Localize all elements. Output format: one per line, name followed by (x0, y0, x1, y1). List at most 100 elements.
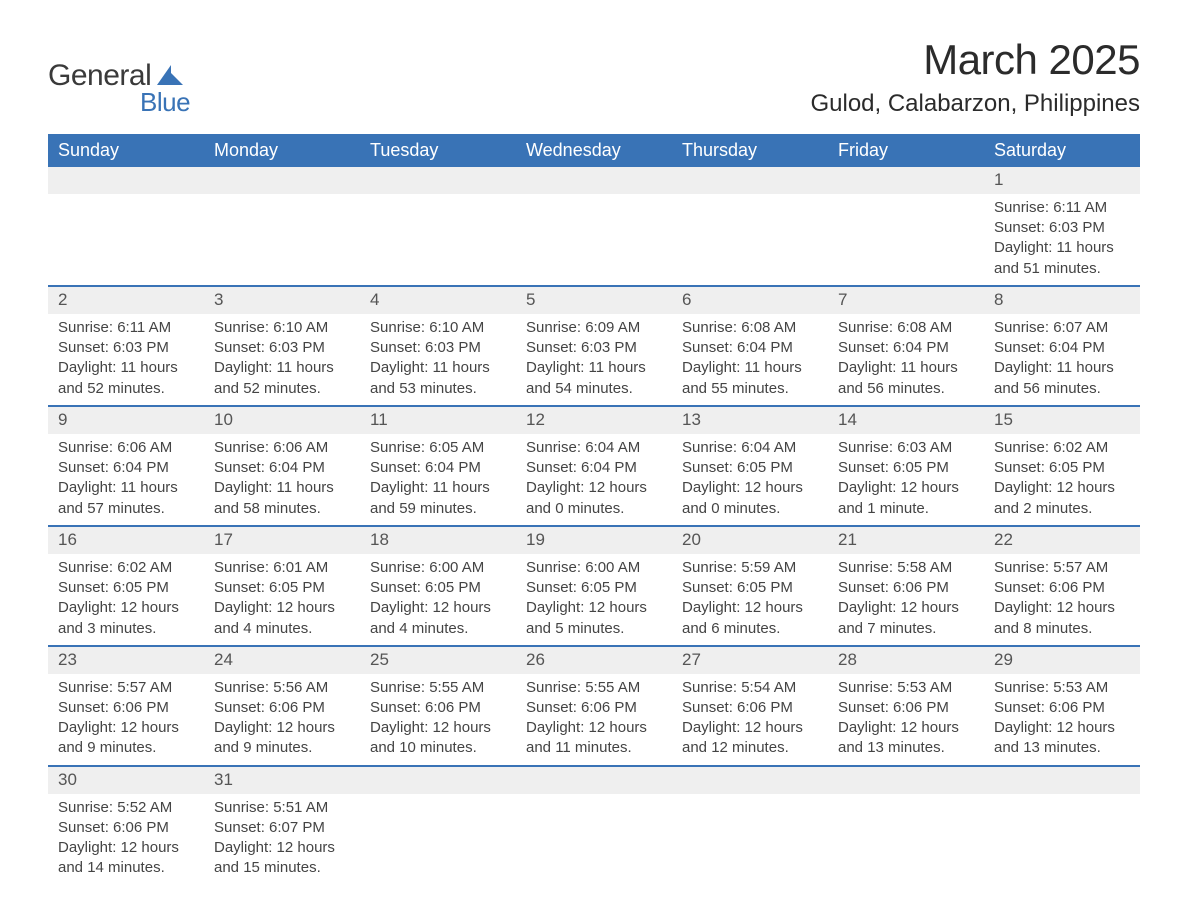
day-d2: and 59 minutes. (370, 499, 506, 519)
day-content-cell: Sunrise: 6:05 AMSunset: 6:04 PMDaylight:… (360, 434, 516, 526)
day-d1: Daylight: 12 hours (838, 598, 974, 618)
day-d2: and 51 minutes. (994, 259, 1130, 279)
day-ss: Sunset: 6:03 PM (58, 338, 194, 358)
logo-mark-icon (157, 65, 183, 85)
day-ss: Sunset: 6:06 PM (214, 698, 350, 718)
day-ss: Sunset: 6:06 PM (994, 578, 1130, 598)
day-sr: Sunrise: 5:57 AM (58, 678, 194, 698)
day-d1: Daylight: 12 hours (526, 478, 662, 498)
day-number-cell (984, 766, 1140, 794)
day-number-cell: 2 (48, 286, 204, 314)
day-content-cell: Sunrise: 5:52 AMSunset: 6:06 PMDaylight:… (48, 794, 204, 885)
day-content-cell: Sunrise: 6:00 AMSunset: 6:05 PMDaylight:… (360, 554, 516, 646)
day-number-cell: 23 (48, 646, 204, 674)
day-sr: Sunrise: 6:04 AM (526, 438, 662, 458)
day-content-cell: Sunrise: 6:04 AMSunset: 6:05 PMDaylight:… (672, 434, 828, 526)
day-d1: Daylight: 11 hours (370, 478, 506, 498)
day-ss: Sunset: 6:05 PM (838, 458, 974, 478)
day-ss: Sunset: 6:05 PM (994, 458, 1130, 478)
day-ss: Sunset: 6:05 PM (370, 578, 506, 598)
day-number-cell: 16 (48, 526, 204, 554)
day-header: Monday (204, 134, 360, 167)
day-number-cell: 11 (360, 406, 516, 434)
day-content-cell: Sunrise: 5:55 AMSunset: 6:06 PMDaylight:… (516, 674, 672, 766)
day-number-cell: 15 (984, 406, 1140, 434)
day-ss: Sunset: 6:05 PM (58, 578, 194, 598)
day-number-cell: 31 (204, 766, 360, 794)
day-d2: and 58 minutes. (214, 499, 350, 519)
day-d2: and 4 minutes. (370, 619, 506, 639)
day-content-cell (360, 194, 516, 286)
day-d1: Daylight: 11 hours (58, 478, 194, 498)
day-d2: and 6 minutes. (682, 619, 818, 639)
day-content-cell: Sunrise: 5:55 AMSunset: 6:06 PMDaylight:… (360, 674, 516, 766)
day-content-cell: Sunrise: 5:53 AMSunset: 6:06 PMDaylight:… (984, 674, 1140, 766)
day-d2: and 53 minutes. (370, 379, 506, 399)
day-ss: Sunset: 6:04 PM (214, 458, 350, 478)
day-ss: Sunset: 6:05 PM (682, 458, 818, 478)
day-number-cell (360, 766, 516, 794)
day-number-cell (828, 167, 984, 194)
day-sr: Sunrise: 6:05 AM (370, 438, 506, 458)
day-ss: Sunset: 6:06 PM (58, 818, 194, 838)
day-d2: and 2 minutes. (994, 499, 1130, 519)
day-sr: Sunrise: 6:00 AM (526, 558, 662, 578)
day-d2: and 12 minutes. (682, 738, 818, 758)
day-number-cell: 20 (672, 526, 828, 554)
logo-word-blue: Blue (140, 87, 190, 118)
day-content-cell: Sunrise: 6:07 AMSunset: 6:04 PMDaylight:… (984, 314, 1140, 406)
day-d2: and 13 minutes. (838, 738, 974, 758)
daynum-row: 2345678 (48, 286, 1140, 314)
content-row: Sunrise: 6:11 AMSunset: 6:03 PMDaylight:… (48, 194, 1140, 286)
day-content-cell: Sunrise: 6:08 AMSunset: 6:04 PMDaylight:… (828, 314, 984, 406)
day-content-cell (516, 194, 672, 286)
day-number-cell (828, 766, 984, 794)
daynum-row: 9101112131415 (48, 406, 1140, 434)
day-number-cell: 27 (672, 646, 828, 674)
page-header: General Blue March 2025 Gulod, Calabarzo… (48, 36, 1140, 118)
day-header: Tuesday (360, 134, 516, 167)
day-number-cell: 18 (360, 526, 516, 554)
day-number-cell: 25 (360, 646, 516, 674)
day-content-cell: Sunrise: 5:56 AMSunset: 6:06 PMDaylight:… (204, 674, 360, 766)
day-ss: Sunset: 6:06 PM (370, 698, 506, 718)
day-sr: Sunrise: 5:56 AM (214, 678, 350, 698)
day-number-cell: 4 (360, 286, 516, 314)
daynum-row: 23242526272829 (48, 646, 1140, 674)
day-number-cell: 19 (516, 526, 672, 554)
day-ss: Sunset: 6:06 PM (58, 698, 194, 718)
day-d1: Daylight: 12 hours (214, 598, 350, 618)
day-d2: and 3 minutes. (58, 619, 194, 639)
day-content-cell: Sunrise: 6:06 AMSunset: 6:04 PMDaylight:… (204, 434, 360, 526)
day-header-row: Sunday Monday Tuesday Wednesday Thursday… (48, 134, 1140, 167)
day-d2: and 14 minutes. (58, 858, 194, 878)
day-number-cell (360, 167, 516, 194)
content-row: Sunrise: 5:52 AMSunset: 6:06 PMDaylight:… (48, 794, 1140, 885)
day-d1: Daylight: 12 hours (682, 598, 818, 618)
day-d2: and 1 minute. (838, 499, 974, 519)
day-sr: Sunrise: 5:54 AM (682, 678, 818, 698)
day-d1: Daylight: 12 hours (838, 478, 974, 498)
day-d1: Daylight: 12 hours (682, 478, 818, 498)
day-d1: Daylight: 12 hours (526, 718, 662, 738)
day-ss: Sunset: 6:05 PM (214, 578, 350, 598)
day-sr: Sunrise: 6:04 AM (682, 438, 818, 458)
calendar-table: Sunday Monday Tuesday Wednesday Thursday… (48, 134, 1140, 885)
content-row: Sunrise: 6:02 AMSunset: 6:05 PMDaylight:… (48, 554, 1140, 646)
day-number-cell: 17 (204, 526, 360, 554)
day-content-cell (360, 794, 516, 885)
day-d2: and 9 minutes. (214, 738, 350, 758)
day-number-cell (516, 766, 672, 794)
day-d2: and 0 minutes. (682, 499, 818, 519)
day-d2: and 5 minutes. (526, 619, 662, 639)
day-d1: Daylight: 11 hours (994, 238, 1130, 258)
day-number-cell: 12 (516, 406, 672, 434)
day-d2: and 56 minutes. (994, 379, 1130, 399)
daynum-row: 16171819202122 (48, 526, 1140, 554)
day-content-cell (48, 194, 204, 286)
day-number-cell: 30 (48, 766, 204, 794)
day-number-cell: 7 (828, 286, 984, 314)
day-number-cell: 6 (672, 286, 828, 314)
day-content-cell (204, 194, 360, 286)
day-number-cell (672, 766, 828, 794)
